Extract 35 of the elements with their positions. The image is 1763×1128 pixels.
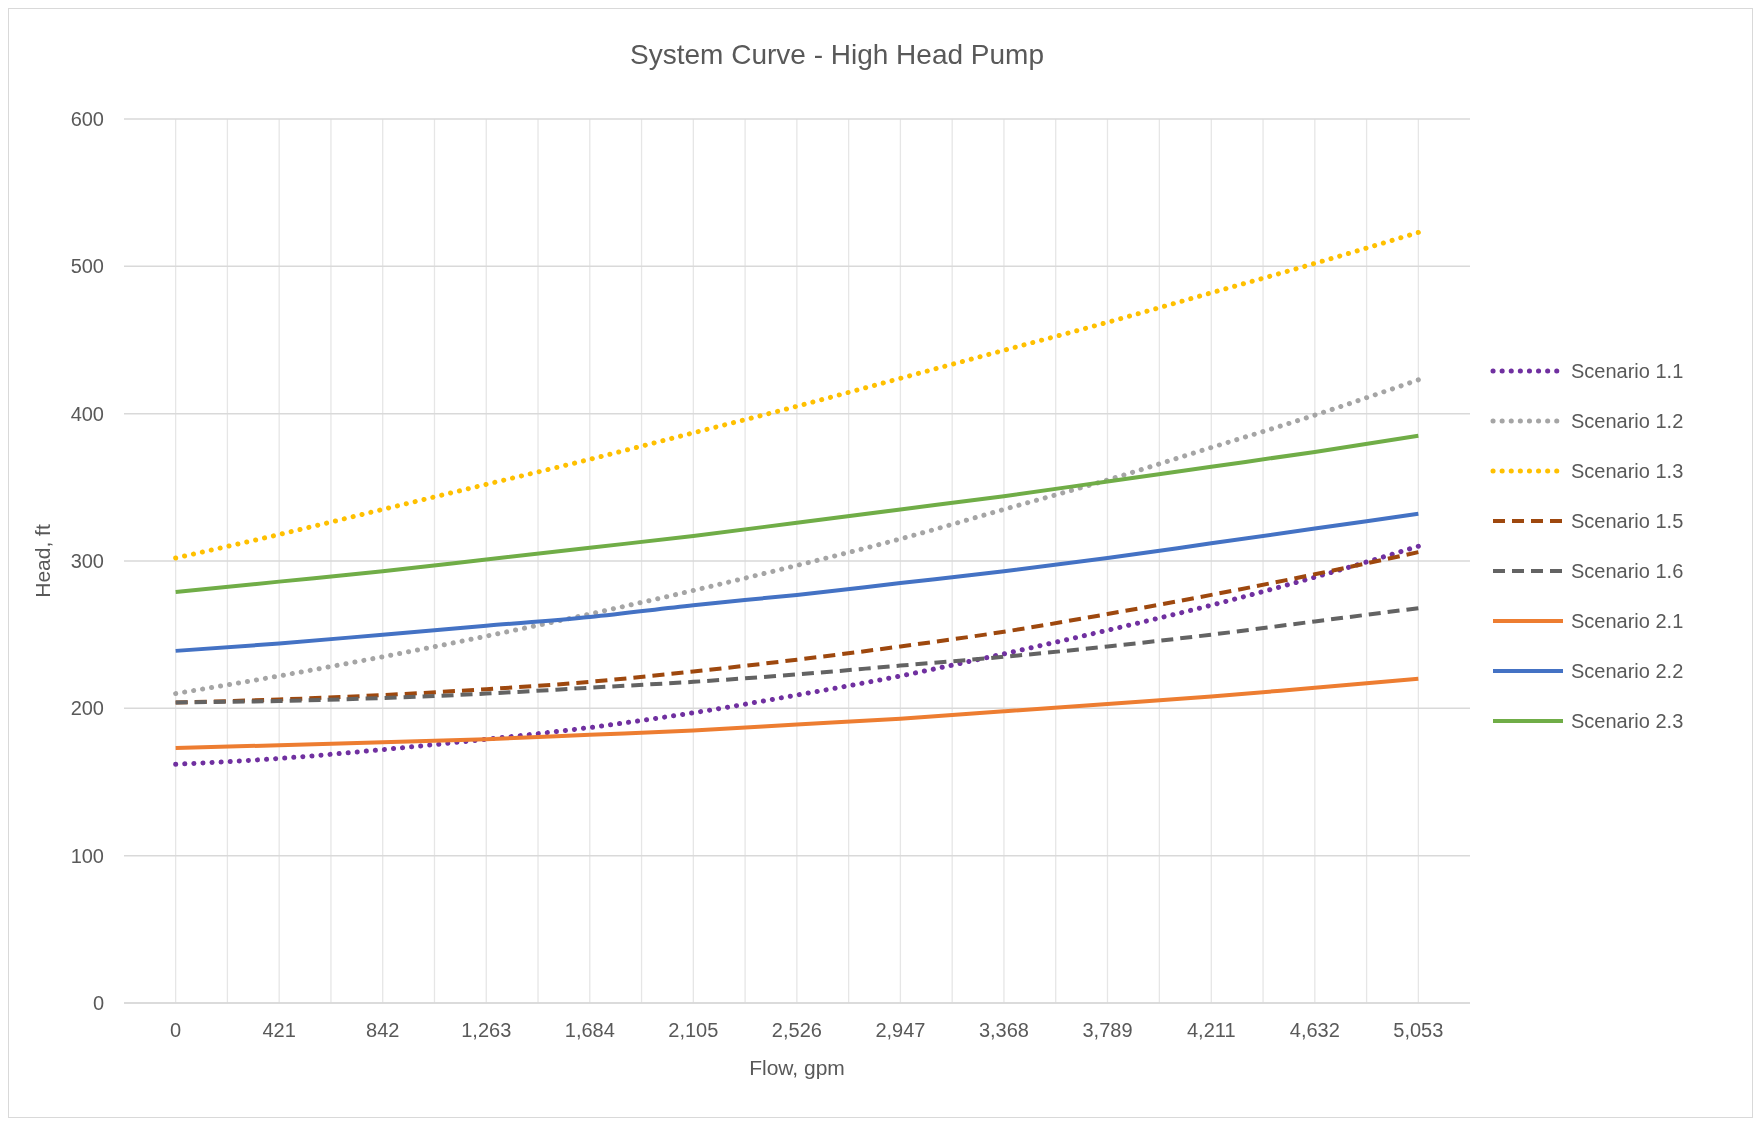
y-tick-label: 0 <box>92 992 104 1014</box>
x-tick-label: 5,053 <box>1393 1019 1444 1041</box>
chart-title: System Curve - High Head Pump <box>630 39 1044 70</box>
x-tick-label: 842 <box>366 1019 400 1041</box>
legend-label: Scenario 1.1 <box>1571 360 1684 382</box>
line-series <box>173 606 1421 705</box>
y-tick-label: 300 <box>70 550 104 572</box>
x-tick-label: 4,211 <box>1186 1019 1236 1041</box>
y-axis-title: Head, ft <box>31 524 54 598</box>
line-series <box>173 676 1421 751</box>
legend-label: Scenario 2.3 <box>1571 710 1684 732</box>
x-tick-label: 3,368 <box>978 1019 1029 1041</box>
x-tick-label: 3,789 <box>1082 1019 1133 1041</box>
y-tick-label: 100 <box>70 844 104 867</box>
y-tick-label: 500 <box>70 255 104 278</box>
x-tick-label: 2,947 <box>875 1019 926 1041</box>
x-tick-label: 1,684 <box>564 1019 615 1041</box>
line-series <box>173 433 1421 594</box>
legend-label: Scenario 2.2 <box>1571 660 1684 682</box>
y-tick-label: 600 <box>70 108 104 130</box>
x-tick-label: 1,263 <box>461 1019 512 1041</box>
x-tick-label: 2,105 <box>668 1019 719 1041</box>
legend-label: Scenario 1.2 <box>1571 410 1684 432</box>
legend-label: Scenario 2.1 <box>1571 610 1684 632</box>
x-tick-label: 0 <box>170 1019 182 1041</box>
x-axis-title: Flow, gpm <box>749 1056 845 1079</box>
legend-label: Scenario 1.6 <box>1571 560 1684 582</box>
legend-label: Scenario 1.3 <box>1571 460 1684 482</box>
x-tick-label: 2,526 <box>771 1019 822 1041</box>
y-tick-label: 200 <box>70 697 104 720</box>
x-tick-label: 4,632 <box>1289 1019 1340 1041</box>
line-series <box>173 511 1421 653</box>
y-tick-label: 400 <box>70 402 104 425</box>
legend-label: Scenario 1.5 <box>1571 510 1684 532</box>
x-tick-label: 421 <box>262 1019 296 1041</box>
